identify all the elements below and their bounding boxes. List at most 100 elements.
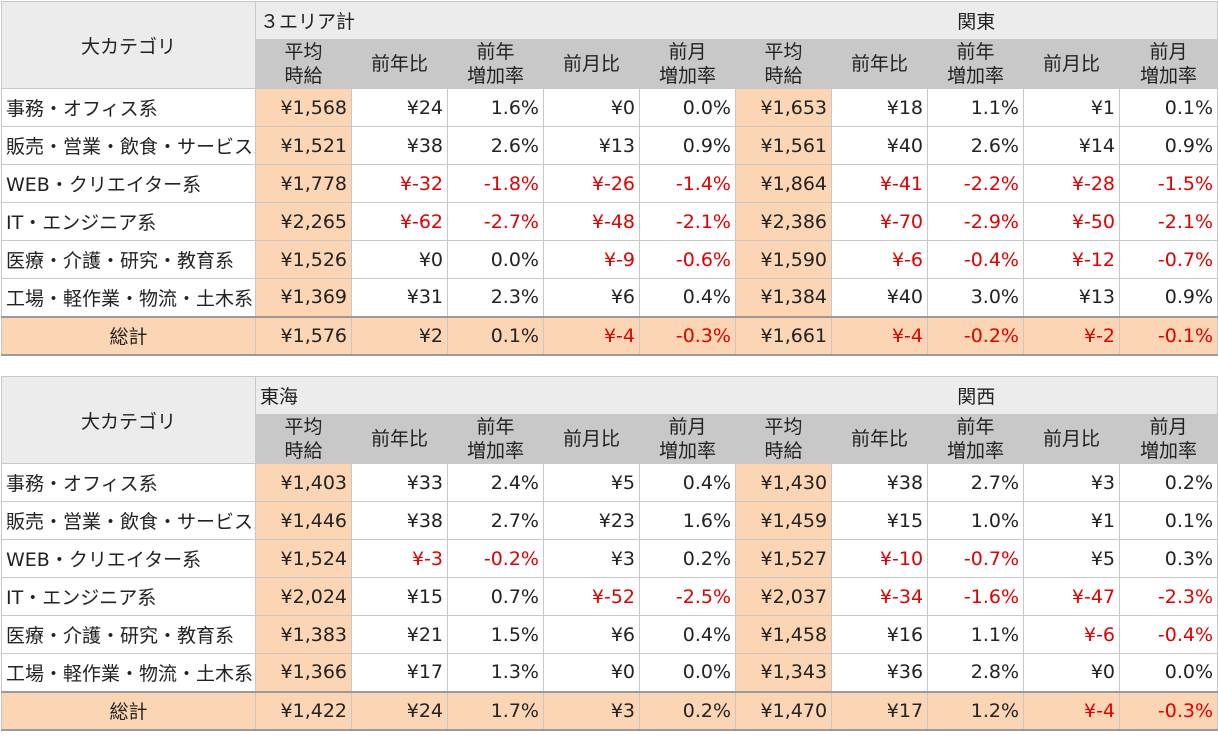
table-cell: -2.5%: [638, 577, 737, 616]
row-label: 工場・軽作業・物流・土木系: [1, 653, 256, 692]
table-cell: 1.1%: [927, 88, 1024, 127]
table-cell: ¥-62: [351, 202, 448, 241]
table-cell: ¥2,037: [735, 577, 833, 616]
table-cell: -2.1%: [1118, 202, 1218, 241]
total-cell: -0.2%: [927, 315, 1024, 356]
row-label: 医療・介護・研究・教育系: [1, 240, 256, 279]
total-cell: ¥1,470: [735, 690, 833, 731]
total-cell: 0.1%: [447, 315, 544, 356]
table-cell: 0.4%: [638, 463, 737, 502]
total-cell: ¥-4: [1023, 690, 1121, 731]
total-cell: -0.3%: [1119, 690, 1218, 731]
table-cell: 0.4%: [638, 615, 737, 654]
table-cell: ¥1,778: [255, 164, 352, 203]
table-cell: 1.6%: [638, 501, 737, 540]
area-header-row: 大カテゴリ 東海 関西: [1, 376, 1218, 464]
area-header-row: 大カテゴリ ３エリア計 関東: [1, 1, 1218, 89]
total-cell: ¥-4: [543, 315, 640, 356]
table-cell: ¥31: [351, 278, 448, 317]
table-cell: ¥6: [543, 615, 640, 654]
column-header: 前年 増加率: [447, 39, 544, 89]
area-name: 東海: [254, 376, 736, 415]
table-cell: ¥18: [831, 88, 928, 127]
table-cell: 1.6%: [447, 88, 544, 127]
column-header: 前年比: [831, 39, 928, 89]
column-header: 前年比: [351, 39, 448, 89]
table-cell: 0.2%: [638, 539, 737, 578]
table-row: 工場・軽作業・物流・土木系 ¥1,369 ¥31 2.3% ¥6 0.4% ¥1,384 ¥4…: [1, 278, 1218, 317]
total-cell: -0.3%: [639, 315, 736, 356]
row-label: WEB・クリエイター系: [1, 164, 256, 203]
table-cell: -2.9%: [927, 202, 1024, 241]
total-cell: 1.2%: [927, 690, 1025, 731]
table-cell: -0.7%: [1118, 240, 1218, 279]
table-cell: ¥-9: [543, 240, 640, 279]
table-cell: ¥23: [543, 501, 640, 540]
total-cell: ¥-2: [1023, 315, 1120, 356]
table-cell: ¥13: [543, 126, 640, 165]
table-cell: 0.0%: [638, 653, 737, 692]
table-cell: ¥15: [351, 577, 448, 616]
column-header: 前月比: [1023, 39, 1120, 89]
column-header-row: 平均 時給 前年比 前年 増加率 前月比 前月 増加率 平均 時給 前年比 前年 増加率 前月比 前月 増加率: [2, 414, 1218, 464]
table-cell: ¥1,527: [735, 539, 833, 578]
table-cell: ¥-6: [1023, 615, 1121, 654]
column-header: 前月比: [1023, 414, 1121, 464]
row-label: 事務・オフィス系: [1, 463, 256, 502]
table-cell: ¥-12: [1023, 240, 1120, 279]
column-header: 前月比: [543, 39, 640, 89]
category-header: 大カテゴリ: [1, 1, 256, 89]
table-cell: 3.0%: [927, 278, 1024, 317]
table-cell: ¥14: [1023, 126, 1120, 165]
table-cell: ¥24: [351, 88, 448, 127]
total-cell: 1.7%: [447, 690, 544, 731]
table-cell: 2.6%: [447, 126, 544, 165]
total-cell: ¥3: [543, 690, 640, 731]
table-cell: ¥1,403: [255, 463, 352, 502]
table-cell: ¥0: [1023, 653, 1121, 692]
section-table: 大カテゴリ 東海 関西 平均 時給 前年比 前年 増加率 前月比 前月 増加率 平均 時給 前年比 前年 増加…: [1, 376, 1218, 731]
table-cell: ¥2,024: [255, 577, 352, 616]
table-cell: ¥17: [351, 653, 448, 692]
table-cell: ¥1,526: [255, 240, 352, 279]
table-cell: ¥-10: [831, 539, 929, 578]
table-cell: 0.1%: [1119, 501, 1218, 540]
table-cell: ¥-28: [1023, 164, 1120, 203]
table-cell: ¥33: [351, 463, 448, 502]
table-cell: 1.5%: [447, 615, 544, 654]
table-cell: 0.1%: [1118, 88, 1218, 127]
table-cell: ¥-47: [1023, 577, 1121, 616]
table-cell: 0.0%: [639, 88, 736, 127]
column-header: 前月 増加率: [639, 39, 736, 89]
total-row: 総計 ¥1,422 ¥24 1.7% ¥3 0.2% ¥1,470 ¥17 1.2% ¥-4 -0.…: [1, 690, 1218, 731]
table-cell: ¥0: [543, 88, 640, 127]
table-cell: ¥-34: [831, 577, 929, 616]
table-cell: ¥6: [543, 278, 640, 317]
total-cell: -0.1%: [1118, 315, 1218, 356]
row-label: 販売・営業・飲食・サービス系: [1, 501, 256, 540]
area-name: ３エリア計: [255, 1, 736, 40]
table-row: IT・エンジニア系 ¥2,265 ¥-62 -2.7% ¥-48 -2.1% ¥2,386 ¥…: [1, 202, 1218, 241]
table-cell: 2.4%: [447, 463, 544, 502]
table-cell: ¥5: [1023, 539, 1121, 578]
column-header: 前年 増加率: [927, 39, 1024, 89]
table-cell: ¥-41: [831, 164, 928, 203]
table-cell: -0.2%: [447, 539, 544, 578]
table-cell: -2.1%: [639, 202, 736, 241]
table-cell: ¥1,430: [735, 463, 833, 502]
total-cell: ¥17: [831, 690, 929, 731]
table-cell: ¥1,343: [735, 653, 833, 692]
total-row: 総計 ¥1,576 ¥2 0.1% ¥-4 -0.3% ¥1,661 ¥-4 -0.2% ¥-2-…: [1, 315, 1218, 356]
row-label: IT・エンジニア系: [1, 577, 256, 616]
table-cell: ¥1,653: [735, 88, 832, 127]
section-table: 大カテゴリ ３エリア計 関東 平均 時給 前年比 前年 増加率 前月比 前月 増加率 平均 時給 前年比前…: [1, 1, 1218, 356]
table-cell: ¥-6: [831, 240, 928, 279]
table-cell: ¥1: [1023, 501, 1121, 540]
table-cell: ¥-70: [831, 202, 928, 241]
category-header: 大カテゴリ: [1, 376, 256, 464]
table-cell: 2.7%: [447, 501, 544, 540]
table-cell: ¥38: [351, 126, 448, 165]
table-cell: ¥-32: [351, 164, 448, 203]
row-label: 販売・営業・飲食・サービス系: [1, 126, 256, 165]
table-cell: -0.4%: [1119, 615, 1218, 654]
